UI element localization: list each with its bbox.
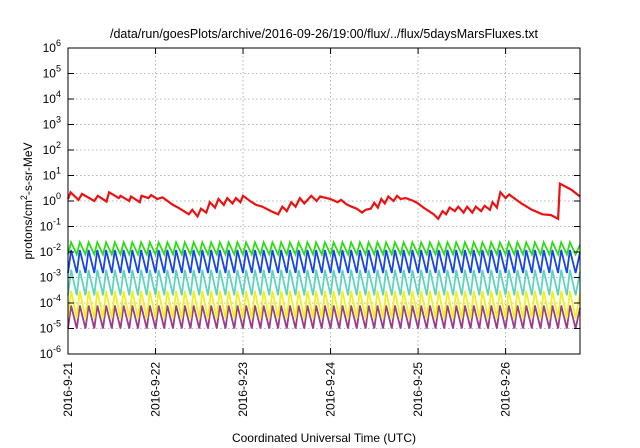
y-tick-label: 10-3 bbox=[40, 268, 61, 285]
series-line bbox=[67, 239, 581, 258]
y-tick-label: 104 bbox=[43, 89, 61, 106]
series-line bbox=[67, 249, 581, 274]
y-axis-ticks: 10-6 10-5 10-4 10-3 10-2 10-1 100 101 102 103 104 1… bbox=[40, 38, 580, 361]
y-tick-label: 10-6 bbox=[40, 344, 61, 361]
y-tick-label: 102 bbox=[43, 140, 61, 157]
series-line bbox=[66, 181, 581, 221]
x-tick-label: 2016-9-25 bbox=[411, 362, 425, 417]
x-axis-ticks: 2016-9-21 2016-9-22 2016-9-23 2016-9-24 2016… bbox=[61, 48, 513, 417]
chart-title: /data/run/goesPlots/archive/2016-09-26/1… bbox=[110, 27, 539, 41]
x-tick-label: 2016-9-24 bbox=[324, 362, 338, 417]
y-tick-label: 10-5 bbox=[40, 319, 61, 336]
series-line bbox=[67, 290, 581, 319]
y-tick-label: 103 bbox=[43, 115, 61, 132]
series-group bbox=[66, 181, 581, 329]
y-tick-label: 10-4 bbox=[40, 293, 61, 310]
y-tick-label: 100 bbox=[43, 191, 61, 208]
x-tick-label: 2016-9-22 bbox=[149, 362, 163, 417]
x-tick-label: 2016-9-26 bbox=[499, 362, 513, 417]
y-tick-label: 105 bbox=[43, 64, 61, 81]
y-tick-label: 10-1 bbox=[40, 217, 61, 234]
y-tick-label: 106 bbox=[43, 38, 61, 55]
y-tick-label: 10-2 bbox=[40, 242, 61, 259]
y-axis-label: protons/cm2-s-sr-MeV bbox=[19, 142, 35, 259]
series-line bbox=[67, 269, 581, 296]
series-line bbox=[67, 305, 581, 329]
x-tick-label: 2016-9-21 bbox=[61, 362, 75, 417]
y-tick-label: 101 bbox=[43, 166, 61, 183]
x-tick-label: 2016-9-23 bbox=[236, 362, 250, 417]
x-axis-label: Coordinated Universal Time (UTC) bbox=[232, 431, 416, 445]
